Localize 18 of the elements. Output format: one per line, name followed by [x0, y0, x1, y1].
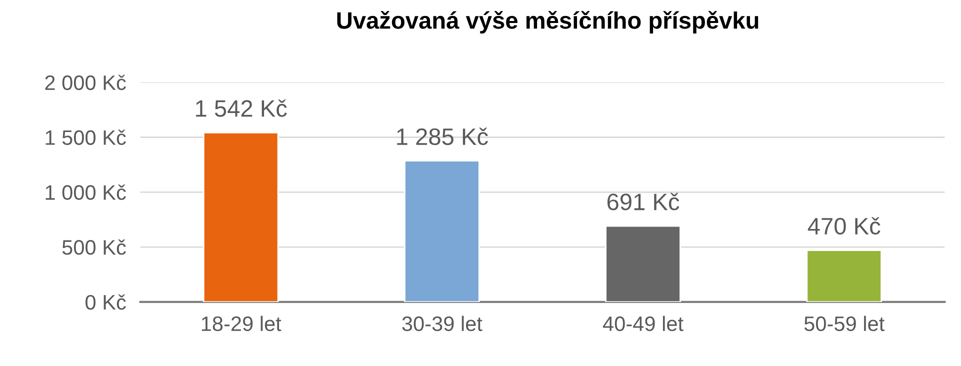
- y-tick-label: 1 000 Kč: [46, 184, 126, 200]
- x-tick-label: 40-49 let: [602, 316, 684, 332]
- data-label: 1 285 Kč: [397, 128, 488, 146]
- y-tick-label: 0 Kč: [86, 294, 126, 310]
- x-tick-label: 18-29 let: [202, 316, 282, 332]
- y-tick-label: 1 500 Kč: [46, 130, 126, 146]
- data-label: 1 542 Kč: [196, 99, 287, 117]
- chart-title: Uvažovaná výše měsíčního příspěvku: [337, 10, 758, 34]
- bar: [404, 160, 480, 302]
- y-tick-label: 2 000 Kč: [45, 74, 126, 90]
- bar: [605, 225, 681, 302]
- bar: [202, 132, 279, 302]
- y-tick-label: 500 Kč: [62, 239, 126, 255]
- data-label: 691 Kč: [607, 192, 680, 210]
- x-tick-label: 30-39 let: [402, 316, 482, 332]
- bar: [806, 250, 882, 302]
- x-tick-label: 50-59 let: [804, 316, 885, 332]
- data-label: 470 Kč: [808, 217, 880, 235]
